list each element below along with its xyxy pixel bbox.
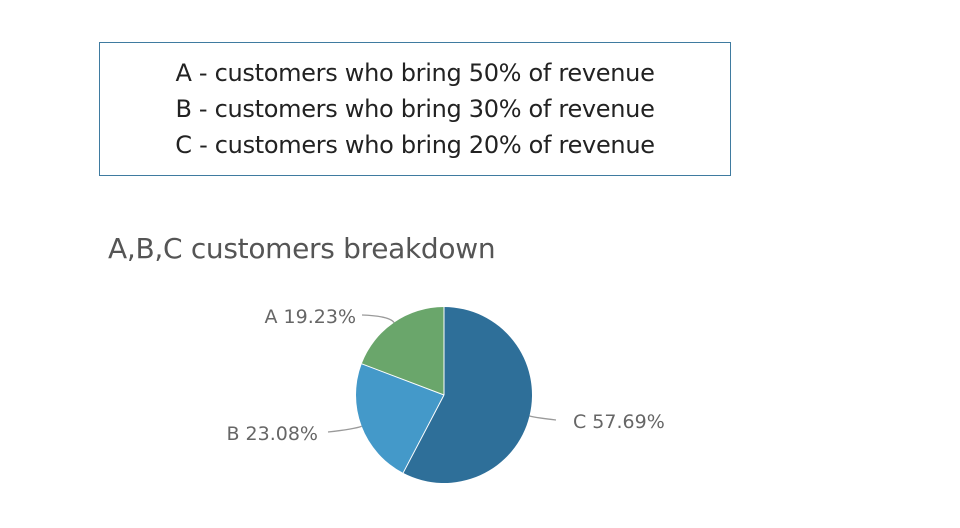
pie-slice-b [356,363,444,473]
pie-label-b: B 23.08% [226,423,318,445]
legend-box: A - customers who bring 50% of revenue B… [99,42,731,176]
pie-slice-c [403,307,533,484]
pie-label-c: C 57.69% [573,411,665,433]
chart-title: A,B,C customers breakdown [108,232,496,265]
slice-separator [361,363,445,396]
pie-label-a: A 19.23% [265,306,356,328]
leader-line-b [327,425,362,433]
slice-separator [402,394,445,474]
legend-line-b: B - customers who bring 30% of revenue [175,95,655,123]
pie-slice-a [361,307,444,395]
leader-line-a [361,314,395,324]
leader-line-c [529,415,557,421]
legend-line-c: C - customers who bring 20% of revenue [175,131,655,159]
legend-line-a: A - customers who bring 50% of revenue [175,59,655,87]
